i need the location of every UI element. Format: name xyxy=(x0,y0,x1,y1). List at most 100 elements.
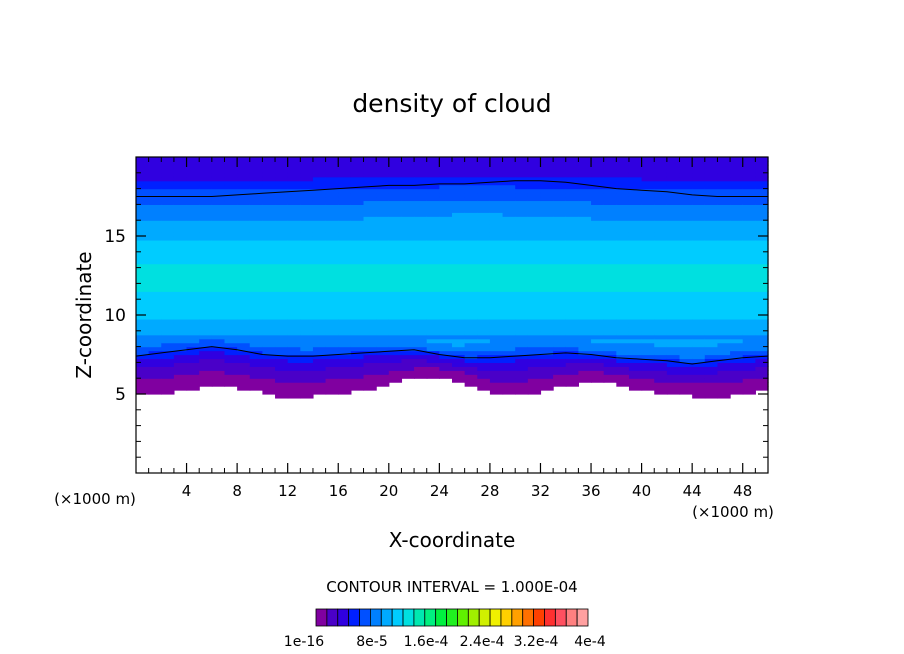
field-cell xyxy=(325,338,339,344)
field-cell xyxy=(363,200,377,205)
field-cell xyxy=(148,247,162,253)
field-cell xyxy=(275,255,289,261)
field-cell xyxy=(679,283,693,288)
field-cell xyxy=(692,326,706,332)
field-cell xyxy=(173,358,188,363)
field-cell xyxy=(211,295,226,300)
field-cell xyxy=(312,330,327,336)
field-cell xyxy=(388,204,403,209)
field-cell xyxy=(199,346,213,352)
field-cell xyxy=(388,318,403,324)
field-cell xyxy=(161,390,175,395)
field-cell xyxy=(199,208,213,213)
field-cell xyxy=(679,232,693,237)
field-cell xyxy=(603,184,617,190)
field-cell xyxy=(477,271,491,277)
field-cell xyxy=(654,311,668,316)
field-cell xyxy=(173,338,188,344)
field-cell xyxy=(148,236,162,241)
field-cell xyxy=(565,172,579,178)
field-cell xyxy=(287,378,301,383)
field-cell xyxy=(363,232,377,237)
field-cell xyxy=(616,311,630,316)
colorbar-swatch xyxy=(337,608,350,627)
field-cell xyxy=(489,243,504,249)
field-cell xyxy=(578,283,592,288)
field-cell xyxy=(553,267,567,273)
colorbar-swatch xyxy=(348,608,360,627)
field-cell xyxy=(300,180,314,186)
field-cell xyxy=(553,216,567,221)
field-cell xyxy=(249,318,263,324)
field-cell xyxy=(426,255,440,261)
field-cell xyxy=(565,326,579,332)
field-cell xyxy=(401,208,415,213)
field-cell xyxy=(489,200,504,205)
field-cell xyxy=(426,318,440,324)
field-cell xyxy=(224,382,238,387)
x-tick-label: 48 xyxy=(733,482,752,500)
field-cell xyxy=(565,267,579,273)
field-cell xyxy=(755,247,769,253)
field-cell xyxy=(628,378,643,383)
field-cell xyxy=(287,271,301,277)
field-cell xyxy=(591,338,605,344)
field-cell xyxy=(275,350,289,356)
field-cell xyxy=(553,164,567,170)
field-cell xyxy=(502,192,516,198)
colorbar-swatch xyxy=(500,608,513,627)
field-cell xyxy=(401,350,415,356)
field-cell xyxy=(742,275,756,281)
field-cell xyxy=(262,216,276,221)
field-cell xyxy=(616,271,630,277)
field-cell xyxy=(666,362,681,367)
field-cell xyxy=(527,275,542,281)
field-cell xyxy=(515,303,529,308)
field-cell xyxy=(553,255,567,261)
field-cell xyxy=(439,342,453,348)
field-cell xyxy=(452,303,466,308)
field-cell xyxy=(464,346,478,352)
field-cell xyxy=(654,239,668,245)
field-cell xyxy=(237,338,251,344)
field-cell xyxy=(628,263,643,269)
field-cell xyxy=(426,259,440,265)
colorbar-label: 1.6e-4 xyxy=(404,634,449,650)
field-cell xyxy=(224,322,238,328)
field-cell xyxy=(679,374,693,379)
field-cell xyxy=(742,243,756,249)
field-cell xyxy=(755,216,769,221)
field-cell xyxy=(199,200,213,205)
field-cell xyxy=(464,318,478,324)
field-cell xyxy=(464,366,478,371)
field-cell xyxy=(414,224,428,229)
field-cell xyxy=(401,366,415,371)
field-cell xyxy=(692,370,706,375)
field-cell xyxy=(565,382,579,387)
field-cell xyxy=(350,196,365,202)
field-cell xyxy=(616,291,630,296)
field-cell xyxy=(717,334,731,340)
field-cell xyxy=(161,386,175,391)
field-cell xyxy=(603,212,617,217)
field-cell xyxy=(338,295,352,300)
field-cell xyxy=(654,243,668,249)
field-cell xyxy=(325,283,339,288)
field-cell xyxy=(401,315,415,320)
field-cell xyxy=(603,275,617,281)
field-cell xyxy=(654,354,668,360)
field-cell xyxy=(275,232,289,237)
field-cell xyxy=(717,192,731,198)
field-cell xyxy=(755,192,769,198)
field-cell xyxy=(275,315,289,320)
field-cell xyxy=(300,390,314,395)
field-cell xyxy=(717,200,731,205)
field-cell xyxy=(401,160,415,166)
field-cell xyxy=(161,307,175,312)
field-cell xyxy=(527,224,542,229)
field-cell xyxy=(641,267,655,273)
field-cell xyxy=(136,251,150,257)
field-cell xyxy=(692,267,706,273)
field-cell xyxy=(527,172,542,178)
